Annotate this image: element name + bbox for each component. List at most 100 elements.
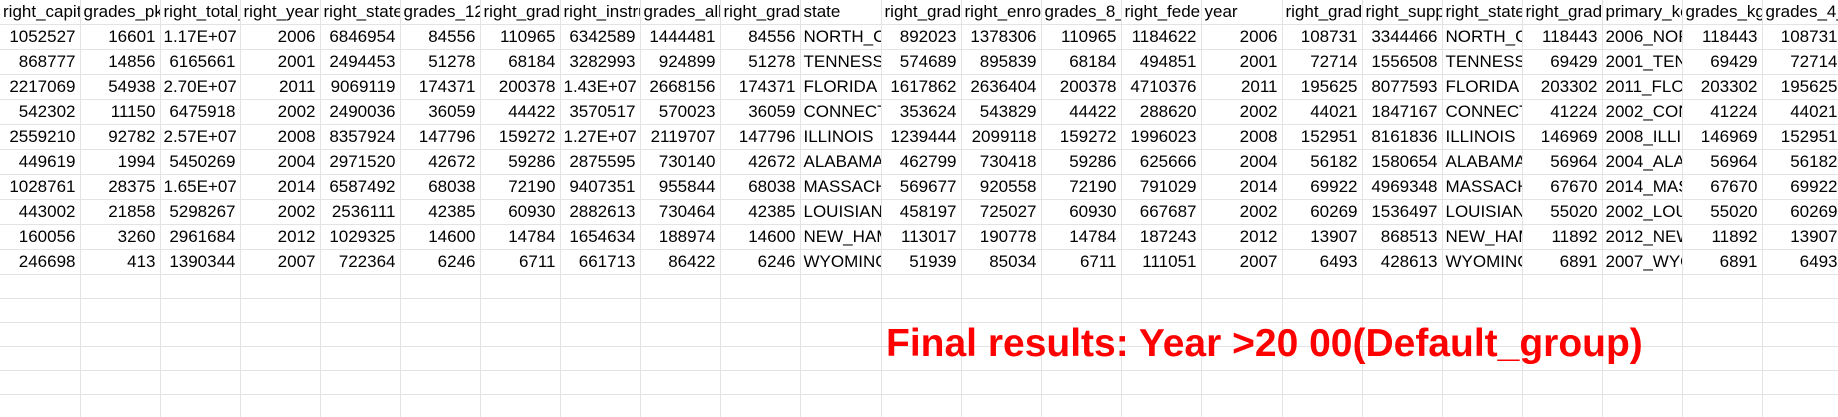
table-cell[interactable]: ILLINOIS <box>1442 124 1523 150</box>
column-header-cell[interactable]: right_state <box>1442 0 1523 25</box>
empty-cell[interactable] <box>1602 394 1683 417</box>
table-cell[interactable]: 2011 <box>240 74 321 100</box>
empty-cell[interactable] <box>560 298 641 323</box>
empty-cell[interactable] <box>800 370 882 395</box>
table-cell[interactable]: NEW_HAMPSHIRE <box>1442 224 1523 250</box>
empty-cell[interactable] <box>480 346 561 371</box>
table-cell[interactable]: 14784 <box>480 224 561 250</box>
empty-cell[interactable] <box>240 394 321 417</box>
table-cell[interactable]: 1028761 <box>0 174 81 200</box>
empty-cell[interactable] <box>400 394 481 417</box>
empty-cell[interactable] <box>160 370 241 395</box>
empty-cell[interactable] <box>1041 298 1122 323</box>
table-cell[interactable]: 2011_FLORIDA <box>1602 74 1683 100</box>
table-cell[interactable]: 868777 <box>0 49 81 75</box>
empty-cell[interactable] <box>240 346 321 371</box>
table-cell[interactable]: 59286 <box>480 149 561 175</box>
empty-cell[interactable] <box>240 370 321 395</box>
table-cell[interactable]: 146969 <box>1682 124 1763 150</box>
table-cell[interactable]: 2002_LOUISIANA <box>1602 199 1683 225</box>
table-cell[interactable]: 5450269 <box>160 149 241 175</box>
table-cell[interactable]: WYOMING <box>1442 249 1523 275</box>
table-cell[interactable]: 146969 <box>1522 124 1603 150</box>
table-cell[interactable]: 6711 <box>480 249 561 275</box>
table-cell[interactable]: 11892 <box>1682 224 1763 250</box>
table-cell[interactable]: 5298267 <box>160 199 241 225</box>
table-cell[interactable]: 1.65E+07 <box>160 174 241 200</box>
empty-cell[interactable] <box>1041 370 1122 395</box>
empty-cell[interactable] <box>640 394 721 417</box>
table-cell[interactable]: 152951 <box>1762 124 1838 150</box>
table-cell[interactable]: 56964 <box>1522 149 1603 175</box>
empty-cell[interactable] <box>720 274 801 299</box>
empty-cell[interactable] <box>1121 370 1202 395</box>
table-cell[interactable]: 56182 <box>1762 149 1838 175</box>
table-cell[interactable]: 288620 <box>1121 99 1202 125</box>
empty-cell[interactable] <box>800 298 882 323</box>
empty-cell[interactable] <box>400 322 481 347</box>
table-cell[interactable]: 1444481 <box>640 24 721 50</box>
table-cell[interactable]: 13907 <box>1762 224 1838 250</box>
empty-cell[interactable] <box>961 370 1042 395</box>
table-cell[interactable]: 730418 <box>961 149 1042 175</box>
table-cell[interactable]: NEW_HAMPSHIRE <box>800 224 882 250</box>
table-cell[interactable]: 67670 <box>1682 174 1763 200</box>
column-header-cell[interactable]: state <box>800 0 882 25</box>
table-cell[interactable]: 443002 <box>0 199 81 225</box>
table-cell[interactable]: 54938 <box>80 74 161 100</box>
table-cell[interactable]: 2008 <box>240 124 321 150</box>
table-cell[interactable]: MASSACHUSETTS <box>800 174 882 200</box>
column-header-cell[interactable]: grades_8_g <box>1041 0 1122 25</box>
empty-cell[interactable] <box>800 394 882 417</box>
empty-cell[interactable] <box>1041 346 1122 371</box>
column-header-cell[interactable]: right_grade <box>881 0 962 25</box>
empty-cell[interactable] <box>80 274 161 299</box>
column-header-cell[interactable]: grades_kg_ <box>1682 0 1763 25</box>
table-cell[interactable]: 1536497 <box>1362 199 1443 225</box>
table-cell[interactable]: 2494453 <box>320 49 401 75</box>
table-cell[interactable]: 203302 <box>1682 74 1763 100</box>
table-cell[interactable]: 84556 <box>400 24 481 50</box>
table-cell[interactable]: 2001_TENNESSEE <box>1602 49 1683 75</box>
empty-cell[interactable] <box>1201 274 1283 299</box>
table-cell[interactable]: 147796 <box>400 124 481 150</box>
empty-cell[interactable] <box>1362 370 1443 395</box>
table-cell[interactable]: 4710376 <box>1121 74 1202 100</box>
table-cell[interactable]: 2014_MASSACHUSETTS <box>1602 174 1683 200</box>
table-cell[interactable]: 14600 <box>720 224 801 250</box>
table-cell[interactable]: 113017 <box>881 224 962 250</box>
empty-cell[interactable] <box>1682 370 1763 395</box>
table-cell[interactable]: 41224 <box>1682 99 1763 125</box>
table-cell[interactable]: 2217069 <box>0 74 81 100</box>
empty-cell[interactable] <box>1201 298 1283 323</box>
table-cell[interactable]: 2002 <box>1201 199 1283 225</box>
table-cell[interactable]: 1996023 <box>1121 124 1202 150</box>
table-cell[interactable]: 574689 <box>881 49 962 75</box>
empty-cell[interactable] <box>80 298 161 323</box>
table-cell[interactable]: 924899 <box>640 49 721 75</box>
table-cell[interactable]: 2006_NORTH_CAROLINA <box>1602 24 1683 50</box>
table-cell[interactable]: 8077593 <box>1362 74 1443 100</box>
table-cell[interactable]: 44422 <box>480 99 561 125</box>
table-cell[interactable]: 28375 <box>80 174 161 200</box>
empty-cell[interactable] <box>1442 274 1523 299</box>
table-cell[interactable]: 2012 <box>1201 224 1283 250</box>
table-cell[interactable]: 200378 <box>480 74 561 100</box>
table-cell[interactable]: 2002 <box>240 199 321 225</box>
empty-cell[interactable] <box>800 346 882 371</box>
table-cell[interactable]: 6891 <box>1522 249 1603 275</box>
table-cell[interactable]: 41224 <box>1522 99 1603 125</box>
table-cell[interactable]: 9069119 <box>320 74 401 100</box>
table-cell[interactable]: 4969348 <box>1362 174 1443 200</box>
table-cell[interactable]: 6891 <box>1682 249 1763 275</box>
table-cell[interactable]: 1580654 <box>1362 149 1443 175</box>
empty-cell[interactable] <box>1762 370 1838 395</box>
table-cell[interactable]: 60930 <box>1041 199 1122 225</box>
empty-cell[interactable] <box>160 394 241 417</box>
empty-cell[interactable] <box>240 322 321 347</box>
table-cell[interactable]: 722364 <box>320 249 401 275</box>
table-cell[interactable]: 16601 <box>80 24 161 50</box>
empty-cell[interactable] <box>1201 322 1283 347</box>
table-cell[interactable]: 2012 <box>240 224 321 250</box>
table-cell[interactable]: 55020 <box>1522 199 1603 225</box>
